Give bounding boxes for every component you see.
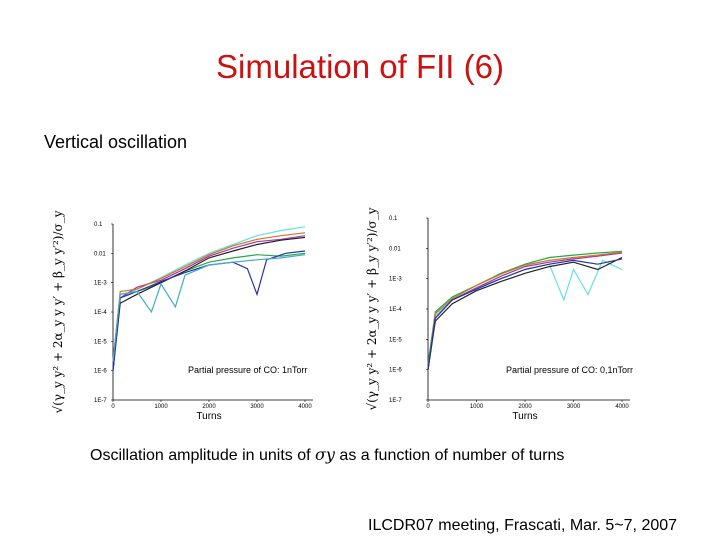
pressure-note: Partial pressure of CO: 1nTorr: [188, 365, 308, 375]
series-line-4: [427, 256, 623, 370]
y-axis-label: √(γ_y y² + 2α_y y y′ + β_y y′²)/σ_y: [51, 210, 65, 413]
y-tick-label: 1E-4: [389, 307, 402, 313]
x-tick-label: 4000: [615, 404, 629, 410]
series-line-0: [112, 226, 306, 371]
y-tick-label: 1E-3: [389, 277, 402, 283]
y-tick-label: 1E-5: [389, 337, 402, 343]
series-line-3: [427, 251, 623, 370]
x-tick-label: 0: [111, 404, 115, 410]
chart-1nTorr: 0.1 0.01 1E-3 1E-4 1E-5 1E-6 1E-7 0 1000 2000 3000…: [51, 210, 313, 422]
pressure-note: Partial pressure of CO: 0,1nTorr: [506, 365, 633, 375]
x-axis-label: Turns: [196, 411, 221, 422]
x-tick-label: 4000: [298, 404, 312, 410]
slide-title: Simulation of FII (6): [216, 48, 504, 85]
caption-sigma-y: σy: [315, 445, 335, 464]
y-tick-label: 1E-7: [94, 398, 107, 404]
series-line-5: [427, 258, 623, 370]
y-tick-label: 1E-4: [94, 310, 107, 316]
y-tick-label: 1E-7: [389, 398, 402, 404]
series-line-4: [112, 236, 306, 371]
series-line-1: [427, 250, 623, 365]
series-line-2: [427, 252, 623, 370]
series-line-0: [427, 259, 623, 370]
x-tick-label: 0: [426, 404, 430, 410]
x-tick-label: 1000: [470, 404, 484, 410]
series-line-1: [112, 252, 306, 362]
x-tick-label: 3000: [250, 404, 264, 410]
caption-text-start: Oscillation amplitude in units of: [90, 447, 315, 464]
y-tick-label: 1E-5: [94, 339, 107, 345]
y-tick-label: 0.1: [94, 222, 103, 228]
series-line-3: [112, 232, 306, 362]
slide-subtitle: Vertical oscillation: [44, 132, 188, 152]
chart-0-1nTorr: 0.1 0.01 1E-3 1E-4 1E-5 1E-6 1E-7 0 1000 2000 3000…: [365, 207, 633, 422]
x-tick-label: 2000: [202, 404, 216, 410]
x-tick-label: 1000: [154, 404, 168, 410]
y-tick-label: 1E-6: [94, 369, 107, 375]
y-tick-label: 1E-6: [389, 368, 402, 374]
slide-footer: ILCDR07 meeting, Frascati, Mar. 5~7, 200…: [368, 517, 678, 534]
x-tick-label: 3000: [567, 404, 581, 410]
figure-caption: Oscillation amplitude in units of σy as …: [90, 445, 564, 465]
series-line-5: [112, 250, 306, 371]
x-axis-label: Turns: [512, 411, 537, 422]
y-tick-label: 0.1: [389, 216, 398, 222]
y-axis-label: √(γ_y y² + 2α_y y y′ + β_y y′²)/σ_y: [365, 207, 379, 410]
x-tick-label: 2000: [518, 404, 532, 410]
caption-text-end: as a function of number of turns: [334, 447, 565, 464]
y-tick-label: 0.01: [389, 246, 401, 252]
series-line-6: [112, 254, 306, 362]
y-tick-label: 0.01: [94, 251, 106, 257]
y-tick-label: 1E-3: [94, 281, 107, 287]
